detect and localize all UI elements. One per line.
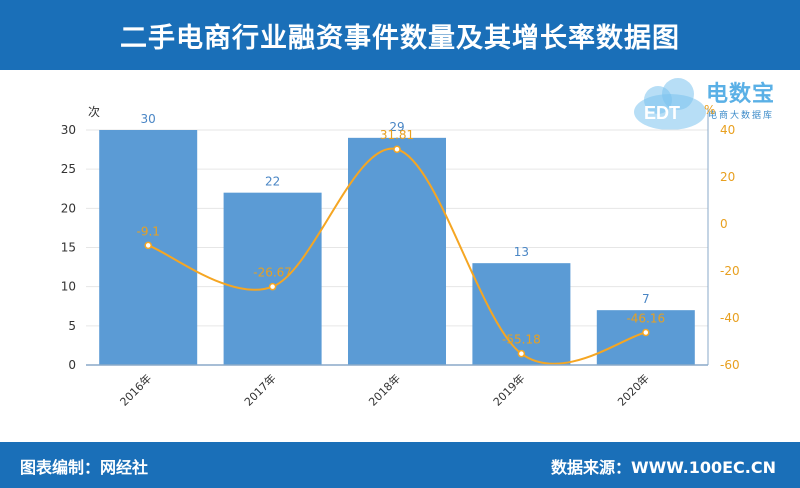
y-right-tick-label: -60 xyxy=(720,358,740,372)
x-tick-label: 2019年 xyxy=(490,371,527,408)
line-value-label: -46.16 xyxy=(626,311,665,325)
y-left-tick-label: 10 xyxy=(61,280,76,294)
line-point xyxy=(517,349,526,358)
bar xyxy=(348,137,446,365)
x-tick-label: 2018年 xyxy=(366,371,403,408)
y-left-tick-label: 15 xyxy=(61,241,76,255)
bar-value-label: 7 xyxy=(642,292,650,306)
y-right-tick-label: -40 xyxy=(720,311,740,325)
bar xyxy=(472,263,571,365)
bar-value-label: 29 xyxy=(389,120,404,134)
x-tick-label: 2020年 xyxy=(614,371,651,408)
bar xyxy=(223,192,322,365)
x-tick-label: 2017年 xyxy=(241,371,278,408)
bar-value-label: 22 xyxy=(265,175,280,189)
combo-chart: 30 22 29 13 7 -9.1 -26.67 31.81 -55.18 -46.16 0 5 1… xyxy=(61,103,740,409)
y-left-unit: 次 xyxy=(88,105,100,119)
footer-credit: 图表编制：网经社 xyxy=(20,458,149,477)
y-left-tick-label: 25 xyxy=(61,162,76,176)
logo-badge: EDT xyxy=(644,103,680,123)
y-right-tick-label: 0 xyxy=(720,217,728,231)
bar-series xyxy=(99,130,695,365)
footer-source: 数据来源：WWW.100EC.CN xyxy=(550,458,776,477)
footer-bar: 图表编制：网经社 数据来源：WWW.100EC.CN xyxy=(0,442,800,488)
bar-value-label: 13 xyxy=(514,245,529,259)
y-right-tick-label: 40 xyxy=(720,123,735,137)
line-point xyxy=(268,282,277,291)
chart-title: 二手电商行业融资事件数量及其增长率数据图 xyxy=(120,22,680,54)
line-series xyxy=(144,145,650,365)
x-tick-label: 2016年 xyxy=(117,371,154,408)
line-value-label: 31.81 xyxy=(380,128,414,142)
logo-subtitle: 电商大数据库 xyxy=(708,111,775,121)
cloud-icon: EDT xyxy=(634,78,706,130)
line-value-label: -26.67 xyxy=(253,266,292,280)
header-bar: 二手电商行业融资事件数量及其增长率数据图 xyxy=(0,0,800,70)
brand-logo: EDT 电数宝 电商大数据库 xyxy=(630,74,790,136)
y-left-tick-label: 5 xyxy=(68,319,76,333)
y-left-tick-label: 30 xyxy=(61,123,76,137)
logo-brand: 电数宝 xyxy=(706,82,776,107)
bar xyxy=(596,310,695,365)
line-value-label: -55.18 xyxy=(502,333,541,347)
line-point xyxy=(393,145,401,153)
bar-value-label: 30 xyxy=(141,112,156,126)
y-left-tick-label: 20 xyxy=(61,201,76,215)
line-value-label: -9.1 xyxy=(136,224,159,238)
line-point xyxy=(642,328,650,337)
line-point xyxy=(144,241,152,250)
y-right-unit: % xyxy=(704,103,715,117)
data-labels: 30 22 29 13 7 -9.1 -26.67 31.81 -55.18 -46.16 xyxy=(136,112,665,347)
y-left-tick-label: 0 xyxy=(68,358,76,372)
y-right-tick-label: 20 xyxy=(720,170,735,184)
y-right-tick-label: -20 xyxy=(720,264,740,278)
